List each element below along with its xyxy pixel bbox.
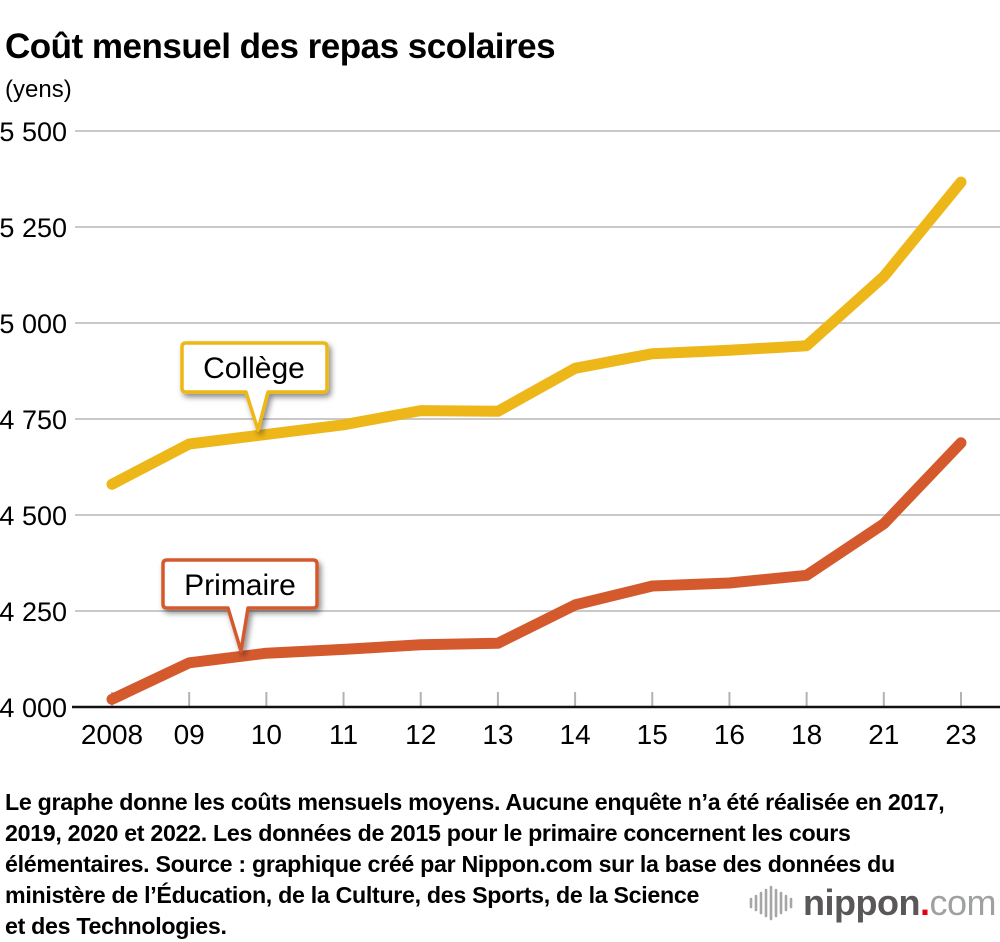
college-callout-label: Collège — [203, 352, 305, 385]
y-axis-tick-label: 4 250 — [0, 597, 67, 627]
x-axis-tick-label: 11 — [329, 719, 358, 750]
x-axis-ticks — [111, 692, 962, 706]
x-axis-tick-label: 15 — [637, 719, 668, 750]
y-axis-unit-label: (yens) — [5, 76, 72, 103]
y-axis-tick-label: 5 500 — [0, 117, 67, 147]
footnote-text: Le graphe donne les coûts mensuels moyen… — [5, 789, 945, 939]
nippon-logo: nippon . com — [740, 882, 996, 924]
chart-svg: 4 000 4 250 4 500 4 750 5 000 5 250 5 500 2008… — [0, 117, 1000, 750]
y-axis-tick-label: 4 000 — [0, 693, 67, 723]
x-axis-labels: 2008 09 10 11 12 13 14 15 16 18 21 23 — [81, 719, 977, 750]
x-axis-tick-label: 21 — [868, 719, 899, 750]
page-title: Coût mensuel des repas scolaires — [5, 27, 556, 67]
college-callout: Collège — [180, 341, 329, 432]
series-lines — [106, 176, 967, 705]
x-axis-tick-label: 18 — [791, 719, 822, 750]
logo-dot: . — [919, 882, 930, 923]
x-axis-tick-label: 2008 — [81, 719, 143, 750]
y-axis-tick-label: 5 000 — [0, 309, 67, 339]
x-axis-tick-label: 13 — [482, 719, 513, 750]
audio-bars-icon — [749, 885, 793, 921]
x-axis-tick-label: 10 — [251, 719, 282, 750]
series-line-college — [106, 176, 967, 490]
y-axis-tick-label: 4 750 — [0, 405, 67, 435]
logo-suffix-text: com — [929, 882, 996, 923]
x-axis-tick-label: 14 — [560, 719, 591, 750]
primaire-callout: Primaire — [161, 558, 319, 653]
nippon-logo-text: nippon . com — [803, 882, 996, 924]
logo-brand-text: nippon — [803, 882, 920, 923]
college-callout-bubble — [180, 341, 329, 432]
primaire-callout-label: Primaire — [184, 569, 296, 602]
x-axis-tick-label: 09 — [174, 719, 205, 750]
x-axis-tick-label: 23 — [945, 719, 976, 750]
x-axis-tick-label: 12 — [405, 719, 436, 750]
y-axis-labels: 4 000 4 250 4 500 4 750 5 000 5 250 5 500 — [0, 117, 67, 723]
y-axis-tick-label: 5 250 — [0, 213, 67, 243]
x-axis-tick-label: 16 — [714, 719, 745, 750]
series-line-primaire — [106, 437, 967, 705]
primaire-callout-bubble — [161, 558, 319, 653]
y-axis-tick-label: 4 500 — [0, 501, 67, 531]
